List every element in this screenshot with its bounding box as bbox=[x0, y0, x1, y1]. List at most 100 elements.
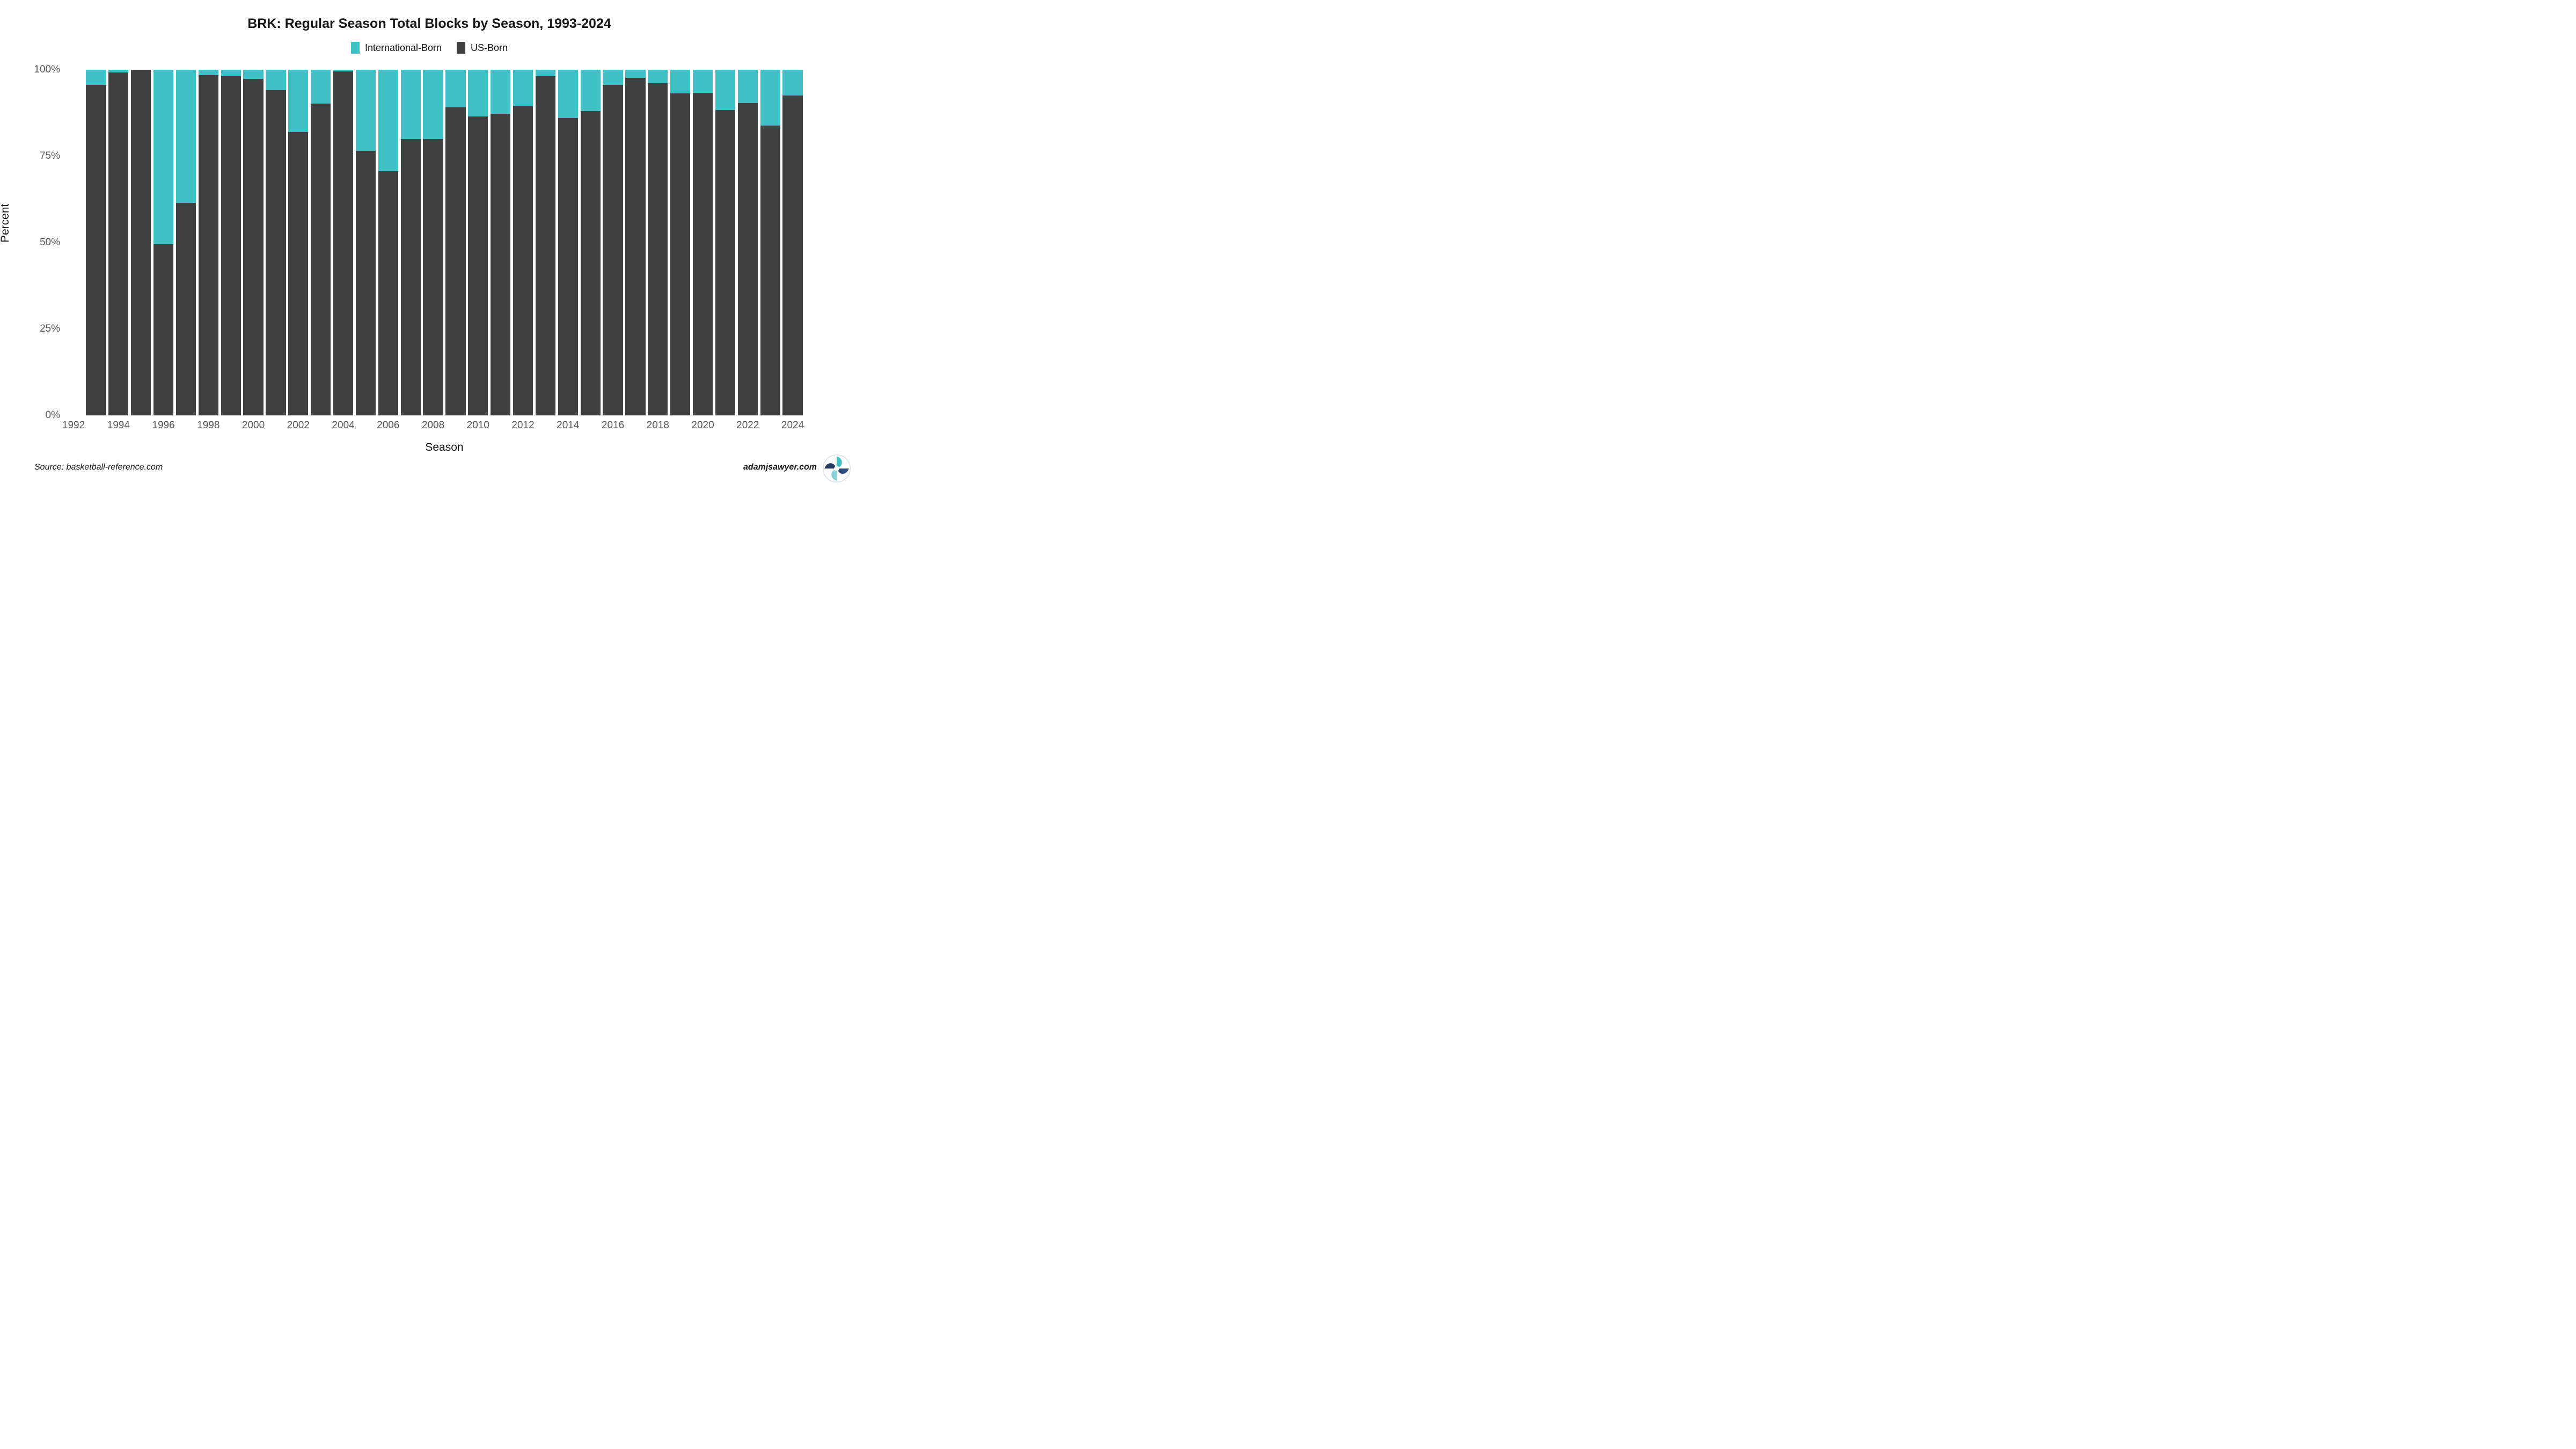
stacked-bar-2007 bbox=[400, 70, 421, 415]
us-born-segment bbox=[580, 111, 601, 415]
us-born-segment bbox=[266, 90, 286, 415]
x-tick-label: 1998 bbox=[197, 420, 220, 431]
stacked-bar-2014 bbox=[558, 70, 578, 415]
us-born-segment bbox=[400, 139, 421, 415]
us-born-segment bbox=[131, 70, 151, 415]
stacked-bar-2018 bbox=[648, 70, 668, 415]
stacked-bar-2008 bbox=[423, 70, 443, 415]
bar-slot-2010 bbox=[467, 70, 489, 415]
y-tick-label: 50% bbox=[39, 237, 60, 248]
international-born-segment bbox=[243, 70, 264, 79]
us-born-segment bbox=[737, 103, 758, 415]
x-tick-label: 2022 bbox=[736, 420, 759, 431]
stacked-bar-2016 bbox=[603, 70, 623, 415]
source-credit: Source: basketball-reference.com bbox=[34, 463, 163, 472]
bar-slot-2012 bbox=[512, 70, 535, 415]
international-born-segment bbox=[491, 70, 511, 114]
stacked-bar-2017 bbox=[625, 70, 646, 415]
legend-swatch-international-born bbox=[350, 42, 360, 54]
international-born-segment bbox=[400, 70, 421, 140]
bar-slot-2021 bbox=[714, 70, 737, 415]
us-born-segment bbox=[445, 107, 466, 415]
international-born-segment bbox=[266, 70, 286, 90]
stacked-bar-2003 bbox=[311, 70, 331, 415]
stacked-bar-1999 bbox=[221, 70, 241, 415]
international-born-segment bbox=[468, 70, 488, 116]
legend-label-us-born: US-Born bbox=[471, 42, 508, 53]
us-born-segment bbox=[243, 79, 264, 415]
stacked-bar-2015 bbox=[580, 70, 601, 415]
stacked-bar-1993 bbox=[86, 70, 106, 415]
stacked-bar-2010 bbox=[468, 70, 488, 415]
stacked-bar-2000 bbox=[243, 70, 264, 415]
stacked-bar-2022 bbox=[737, 70, 758, 415]
us-born-segment bbox=[692, 92, 713, 415]
us-born-segment bbox=[535, 76, 556, 415]
us-born-segment bbox=[355, 151, 376, 415]
bar-slot-2014 bbox=[557, 70, 579, 415]
us-born-segment bbox=[715, 110, 736, 415]
stacked-bar-1994 bbox=[108, 70, 129, 415]
bar-slot-2013 bbox=[535, 70, 557, 415]
bar-slot-2002 bbox=[287, 70, 310, 415]
international-born-segment bbox=[355, 70, 376, 151]
stacked-bar-2002 bbox=[288, 70, 309, 415]
bar-slot-1994 bbox=[107, 70, 130, 415]
bar-slot-2001 bbox=[265, 70, 287, 415]
us-born-segment bbox=[221, 76, 241, 415]
x-tick-label: 2000 bbox=[241, 420, 265, 431]
bar-slot-1996 bbox=[152, 70, 175, 415]
us-born-segment bbox=[288, 131, 309, 415]
stacked-bar-2024 bbox=[782, 70, 803, 415]
bar-slot-2015 bbox=[579, 70, 602, 415]
stacked-bar-1996 bbox=[153, 70, 174, 415]
y-tick-label: 75% bbox=[39, 150, 60, 162]
x-tick-label: 2004 bbox=[332, 420, 355, 431]
us-born-segment bbox=[625, 77, 646, 415]
us-born-segment bbox=[153, 244, 174, 415]
bar-slot-2017 bbox=[624, 70, 647, 415]
us-born-segment bbox=[648, 83, 668, 415]
international-born-segment bbox=[625, 70, 646, 78]
international-born-segment bbox=[423, 70, 443, 139]
us-born-segment bbox=[175, 202, 196, 415]
bar-slot-1998 bbox=[197, 70, 219, 415]
international-born-segment bbox=[288, 70, 309, 132]
stacked-bar-2019 bbox=[670, 70, 691, 415]
us-born-segment bbox=[108, 72, 129, 415]
bar-slot-2005 bbox=[355, 70, 377, 415]
us-born-segment bbox=[333, 71, 354, 415]
international-born-segment bbox=[445, 70, 466, 108]
brand-logo-icon bbox=[822, 454, 851, 483]
y-tick-label: 25% bbox=[39, 323, 60, 334]
international-born-segment bbox=[513, 70, 533, 107]
us-born-segment bbox=[513, 106, 533, 415]
legend: International-Born US-Born bbox=[0, 42, 859, 54]
us-born-segment bbox=[468, 116, 488, 415]
international-born-segment bbox=[692, 70, 713, 93]
stacked-bar-2006 bbox=[378, 70, 398, 415]
international-born-segment bbox=[198, 70, 218, 75]
stacked-bar-2011 bbox=[491, 70, 511, 415]
bar-slot-2004 bbox=[332, 70, 355, 415]
international-born-segment bbox=[558, 70, 578, 119]
bar-slot-2011 bbox=[489, 70, 512, 415]
stacked-bar-1998 bbox=[198, 70, 218, 415]
international-born-segment bbox=[760, 70, 780, 126]
stacked-bar-2023 bbox=[760, 70, 780, 415]
x-tick-label: 2016 bbox=[601, 420, 625, 431]
stacked-bar-2013 bbox=[535, 70, 556, 415]
x-axis-tick-labels: 1992 1994 1996 1998 2000 2002 2004 2006 2008 2010… bbox=[62, 420, 804, 434]
bar-slot-2019 bbox=[669, 70, 692, 415]
x-tick-label: 2002 bbox=[287, 420, 310, 431]
us-born-segment bbox=[558, 118, 578, 415]
international-born-segment bbox=[670, 70, 691, 94]
stacked-bar-2004 bbox=[333, 70, 354, 415]
bar-slot-2023 bbox=[759, 70, 781, 415]
us-born-segment bbox=[198, 75, 218, 415]
international-born-segment bbox=[311, 70, 331, 104]
bar-slot-2009 bbox=[444, 70, 467, 415]
x-tick-label: 2014 bbox=[557, 420, 580, 431]
international-born-segment bbox=[737, 70, 758, 103]
x-tick-label: 2010 bbox=[466, 420, 489, 431]
